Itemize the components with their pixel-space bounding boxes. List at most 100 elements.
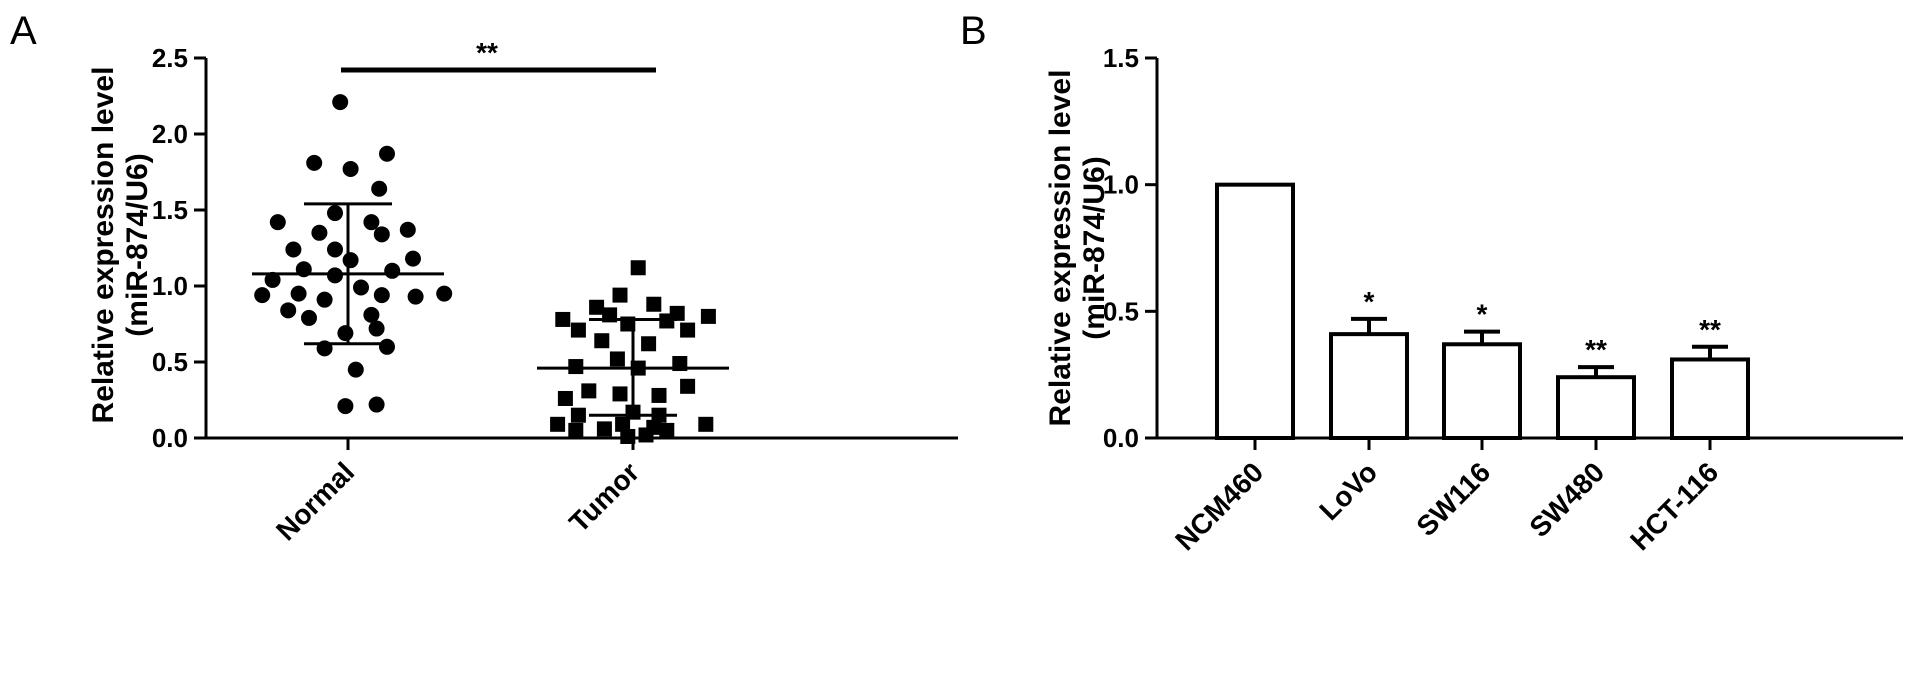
tumor-data-point	[568, 359, 584, 375]
panel-b-y-tick-label: 1.5	[1103, 43, 1139, 73]
panel-b-y-tick-label: 0.0	[1103, 423, 1139, 453]
normal-data-point	[290, 285, 307, 302]
significance-label-sw116: *	[1477, 299, 1488, 330]
panel-a-x-ticks: Normal Tumor	[270, 438, 645, 546]
panel-b-x-tick-label: HCT-116	[1624, 456, 1724, 556]
normal-data-point	[384, 262, 401, 279]
normal-data-point	[342, 252, 359, 269]
normal-data-point	[316, 291, 333, 308]
tumor-data-point	[700, 308, 716, 324]
normal-data-point	[311, 224, 328, 241]
panel-b-x-ticks: NCM460 LoVo SW116 SW480 HCT-116	[1169, 438, 1724, 556]
normal-data-point	[371, 180, 388, 197]
tumor-data-point	[555, 311, 571, 327]
normal-data-point	[436, 285, 453, 302]
normal-data-point	[379, 338, 395, 355]
normal-data-point	[254, 287, 271, 304]
tumor-data-point	[612, 386, 628, 402]
panel-a-y-tick-label: 0.0	[152, 423, 188, 453]
tumor-data-point	[615, 416, 631, 432]
normal-data-point	[327, 241, 343, 258]
normal-data-point	[280, 302, 297, 319]
tumor-data-point	[596, 421, 612, 437]
panel-b-label: B	[960, 9, 987, 53]
panel-a-summary-bars	[252, 202, 729, 417]
tumor-data-point	[620, 428, 636, 444]
bar-ncm460	[1215, 182, 1295, 440]
tumor-data-point	[609, 351, 625, 367]
tumor-data-point	[570, 407, 586, 423]
panel-a-y-ticks: 0.0 0.5 1.0 1.5 2.0 2.5	[152, 43, 206, 453]
tumor-data-point	[646, 296, 662, 312]
normal-data-point	[342, 160, 359, 177]
significance-label-hct-116: **	[1699, 314, 1721, 345]
tumor-data-point	[589, 299, 605, 315]
panel-a-y-tick-label: 2.0	[152, 119, 188, 149]
normal-data-point	[353, 279, 369, 296]
normal-data-point	[368, 396, 385, 413]
normal-data-point	[363, 214, 380, 231]
tumor-data-point	[570, 322, 586, 338]
panel-b-ylabel-line2: (miR-874/U6)	[1078, 156, 1111, 339]
normal-data-point	[285, 241, 302, 258]
normal-data-point	[368, 320, 385, 337]
tumor-data-point	[659, 313, 675, 329]
significance-label-lovo: *	[1364, 286, 1375, 317]
tumor-data-point	[680, 322, 696, 338]
panel-a-x-tick-label: Normal	[270, 456, 360, 546]
normal-data-point	[373, 287, 390, 304]
panel-b: B Relative expression level (miR-874/U6)…	[960, 9, 1903, 556]
normal-data-point	[301, 309, 317, 326]
panel-b-y-ticks: 0.0 0.5 1.0 1.5	[1103, 43, 1157, 453]
panel-a-label: A	[10, 9, 37, 53]
tumor-data-point	[651, 387, 667, 403]
normal-data-point	[332, 94, 349, 111]
panel-b-bars: * *****	[1215, 182, 1750, 441]
normal-data-point	[347, 361, 364, 378]
normal-data-point	[306, 154, 323, 171]
normal-data-point	[373, 226, 390, 243]
normal-data-point	[379, 145, 395, 162]
tumor-data-point	[594, 333, 610, 349]
tumor-data-point	[641, 336, 657, 352]
bar-hct-116	[1670, 357, 1750, 441]
panel-a: A Relative expression level (miR-874/U6)…	[10, 9, 958, 546]
panel-a-ylabel-line2: (miR-874/U6)	[121, 153, 154, 336]
tumor-data-point	[550, 416, 566, 432]
panel-a-y-tick-label: 2.5	[152, 43, 188, 73]
panel-a-y-tick-label: 1.5	[152, 195, 188, 225]
normal-data-point	[363, 306, 380, 323]
panel-b-x-tick-label: SW116	[1410, 456, 1496, 542]
panel-a-y-tick-label: 0.5	[152, 347, 188, 377]
panel-b-y-tick-label: 0.5	[1103, 296, 1139, 326]
bar-sw480	[1556, 375, 1636, 441]
normal-data-point	[264, 271, 281, 288]
tumor-data-point	[680, 378, 696, 394]
panel-a-significance-label: **	[476, 37, 498, 68]
tumor-data-point	[568, 422, 584, 438]
tumor-data-point	[659, 422, 675, 438]
panel-a-points	[254, 94, 716, 444]
tumor-data-point	[698, 416, 714, 432]
normal-data-point	[405, 250, 421, 267]
tumor-data-point	[557, 390, 573, 406]
panel-b-x-tick-label: NCM460	[1169, 456, 1269, 556]
panel-b-x-tick-label: SW480	[1523, 456, 1610, 543]
panel-a-ylabel-line1: Relative expression level	[87, 67, 120, 424]
normal-data-point	[337, 398, 354, 415]
panel-b-ylabel-line1: Relative expression level	[1044, 70, 1077, 427]
significance-label-sw480: **	[1585, 334, 1607, 365]
normal-data-point	[337, 325, 354, 342]
panel-b-x-tick-label: LoVo	[1313, 456, 1383, 526]
normal-data-point	[269, 214, 286, 231]
normal-data-point	[327, 267, 343, 284]
bar-lovo	[1329, 332, 1409, 440]
tumor-data-point	[638, 427, 654, 443]
panel-a-x-tick-label: Tumor	[563, 456, 645, 538]
panel-b-y-tick-label: 1.0	[1103, 170, 1139, 200]
tumor-data-point	[630, 260, 646, 276]
tumor-data-point	[581, 383, 597, 399]
bar-sw116	[1442, 342, 1522, 440]
normal-data-point	[399, 221, 416, 238]
tumor-data-point	[612, 287, 628, 303]
